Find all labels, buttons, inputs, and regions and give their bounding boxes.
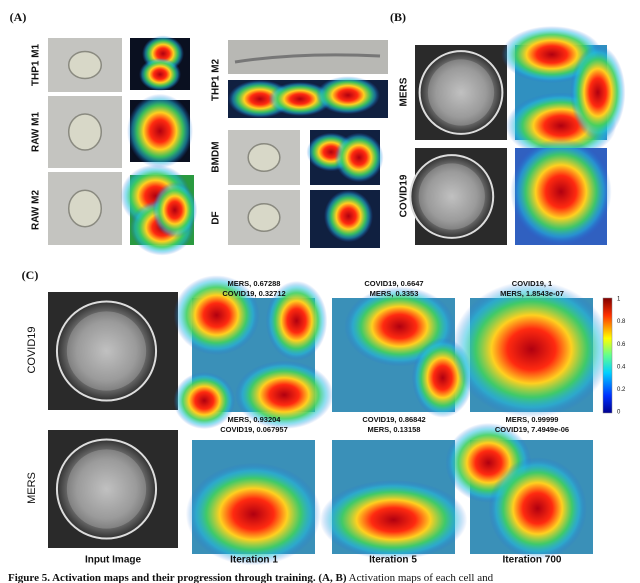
activation	[570, 45, 626, 140]
colorbar-tick-label: 0.4	[617, 364, 626, 370]
row-label: RAW M2	[31, 190, 42, 230]
activation	[510, 138, 612, 245]
colorbar-tick-label: 1	[617, 297, 621, 303]
activation-map	[310, 190, 380, 248]
column-label: Iteration 5	[369, 555, 417, 566]
panel-label: (B)	[390, 10, 406, 24]
activation-map	[445, 422, 593, 560]
activation-map	[120, 164, 198, 256]
cell-image	[48, 96, 122, 168]
activation	[268, 81, 332, 117]
activation	[319, 479, 468, 560]
em-image	[48, 292, 178, 410]
activation-map	[451, 280, 612, 418]
activation	[488, 457, 587, 560]
virion-core	[66, 311, 147, 391]
prediction-label: COVID19, 0.6647	[364, 279, 423, 288]
activation-map	[501, 26, 626, 159]
cell-image	[228, 130, 300, 185]
prediction-label: MERS, 1.8543e-07	[500, 289, 564, 298]
em-image	[48, 430, 178, 548]
row-label: BMDM	[211, 141, 222, 172]
caption: Figure 5. Activation maps and their prog…	[8, 572, 494, 583]
activation	[127, 93, 193, 169]
activation	[265, 280, 328, 361]
activation	[235, 360, 334, 430]
column-label: Input Image	[85, 555, 142, 566]
column-label: Iteration 700	[503, 555, 562, 566]
prediction-label: COVID19, 0.86842	[362, 415, 425, 424]
cell	[247, 203, 281, 232]
cell	[67, 50, 103, 80]
activation-map	[173, 275, 334, 430]
activation-map	[306, 130, 384, 185]
prediction-label: COVID19, 0.32712	[222, 289, 285, 298]
row-label: MERS	[26, 472, 38, 504]
cell-image	[48, 38, 122, 92]
cell	[234, 53, 381, 64]
activation	[173, 372, 236, 430]
prediction-label: MERS, 0.3353	[370, 289, 419, 298]
virion-core	[427, 59, 495, 126]
caption-part: Activation maps and their progression th…	[50, 572, 347, 583]
colorbar-tick-label: 0.8	[617, 319, 626, 325]
row-label: DF	[211, 211, 222, 224]
colorbar	[602, 297, 613, 414]
caption-part: Figure 5.	[8, 572, 50, 583]
activation	[334, 132, 384, 183]
activation-map	[127, 93, 193, 169]
prediction-label: MERS, 0.93204	[228, 415, 282, 424]
cell	[67, 189, 103, 228]
cell-image	[228, 190, 300, 245]
colorbar-tick-label: 0.2	[617, 387, 626, 393]
activation-map	[185, 440, 322, 566]
row-label: THP1 M1	[31, 43, 42, 86]
activation	[185, 462, 322, 566]
activation-map	[319, 440, 468, 560]
row-label: RAW M1	[31, 112, 42, 152]
row-label: THP1 M2	[211, 58, 222, 101]
em-image	[409, 148, 507, 245]
activation	[152, 182, 198, 238]
activation-map	[332, 286, 474, 418]
activation	[316, 76, 380, 115]
activation-map	[228, 76, 388, 118]
activation	[173, 275, 260, 355]
cell-image	[228, 40, 388, 74]
cell	[67, 113, 103, 151]
column-label: Iteration 1	[230, 555, 278, 566]
caption-part: Activation maps of each cell and	[347, 572, 494, 583]
em-image	[415, 45, 507, 140]
prediction-label: MERS, 0.99999	[506, 415, 559, 424]
row-label: COVID19	[399, 174, 410, 217]
virion-core	[66, 449, 147, 529]
prediction-label: COVID19, 7.4949e-06	[495, 425, 569, 434]
prediction-label: COVID19, 1	[512, 279, 552, 288]
activation	[451, 280, 612, 418]
colorbar-tick-label: 0	[617, 410, 621, 416]
row-label: MERS	[399, 77, 410, 106]
activation	[324, 190, 373, 243]
prediction-label: COVID19, 0.067957	[220, 425, 288, 434]
cell	[247, 143, 281, 172]
prediction-label: MERS, 0.67288	[228, 279, 281, 288]
activation	[139, 57, 181, 92]
panel-label: (A)	[10, 10, 27, 24]
virion-core	[418, 163, 485, 230]
cell-image	[48, 172, 122, 245]
activation-map	[130, 35, 190, 92]
panel-label: (C)	[22, 268, 39, 282]
activation-map	[510, 138, 612, 245]
prediction-label: MERS, 0.13158	[368, 425, 421, 434]
row-label: COVID19	[26, 326, 38, 373]
colorbar-tick-label: 0.6	[617, 342, 626, 348]
